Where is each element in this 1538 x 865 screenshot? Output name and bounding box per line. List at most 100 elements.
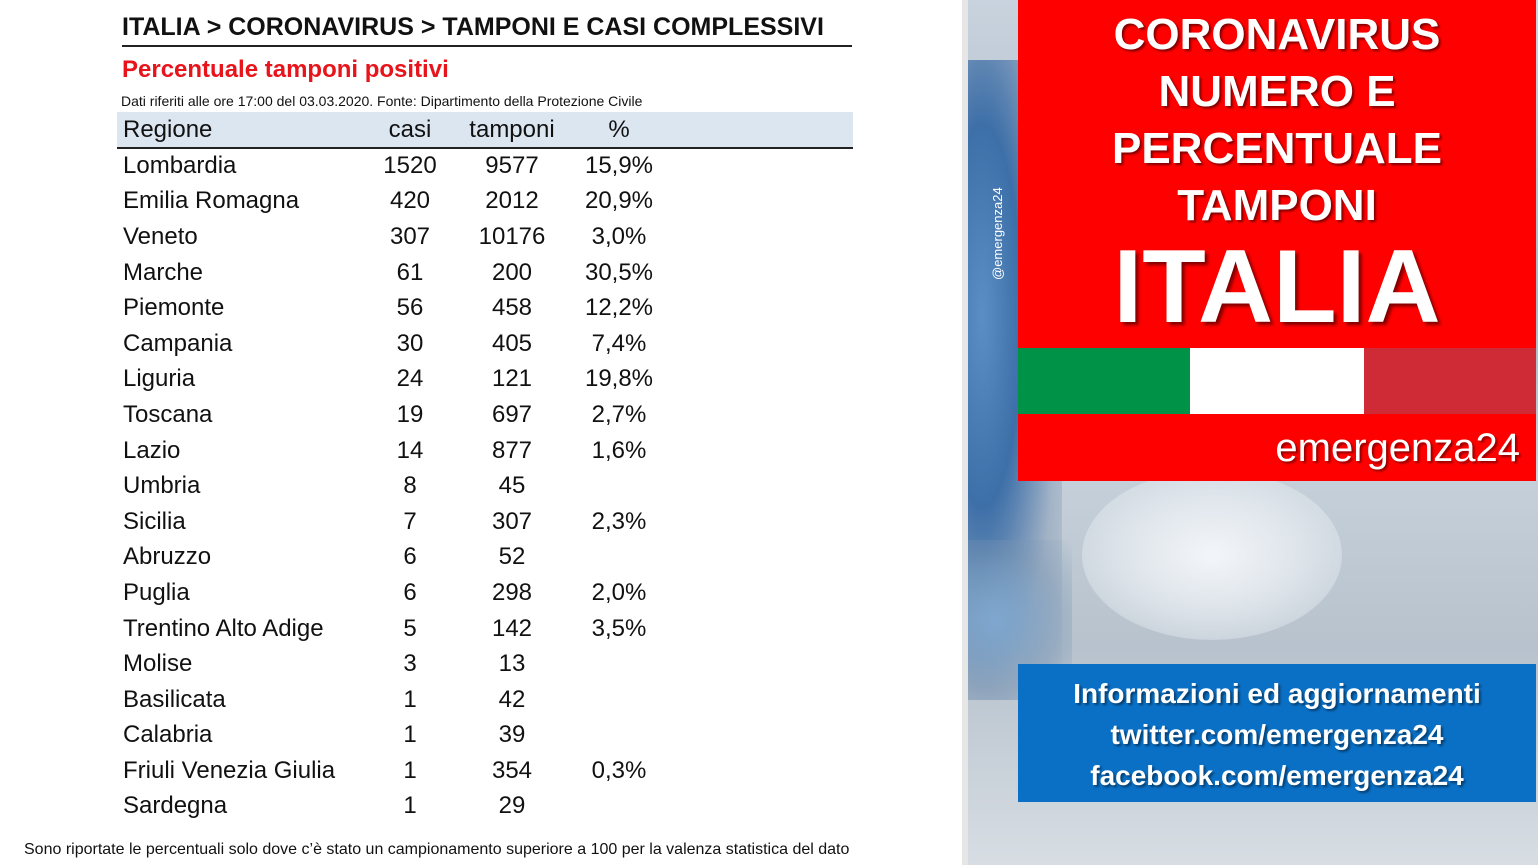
cell-casi: 6: [403, 578, 417, 606]
cell-regione: Sardegna: [123, 792, 228, 820]
header-casi: casi: [375, 112, 445, 149]
cell-regione: Marche: [123, 258, 204, 286]
cell-percent: 15,9%: [584, 152, 654, 180]
cell-spacer: [659, 255, 853, 291]
cell-casi: 61: [396, 258, 424, 286]
breadcrumb: ITALIA > CORONAVIRUS > TAMPONI E CASI CO…: [122, 13, 852, 47]
cell-spacer: [659, 753, 853, 789]
cell-tamponi: 10176: [478, 222, 546, 250]
cell-percent: [579, 682, 659, 718]
flag-red-stripe: [1364, 348, 1536, 414]
cell-tamponi: 13: [498, 650, 526, 678]
cell-tamponi: 42: [498, 685, 526, 713]
table-row: Friuli Venezia Giulia 1 354 0,3%: [117, 753, 853, 789]
cell-regione: Liguria: [123, 365, 196, 393]
cell-regione: Puglia: [123, 578, 190, 606]
cell-tamponi: 354: [491, 756, 533, 784]
info-box: Informazioni ed aggiornamenti twitter.co…: [1018, 664, 1536, 802]
cell-percent: [579, 718, 659, 754]
cell-regione: Calabria: [123, 721, 213, 749]
table-row: Trentino Alto Adige 5 142 3,5%: [117, 611, 853, 647]
cell-spacer: [659, 504, 853, 540]
cell-casi: 7: [403, 507, 417, 535]
cell-percent: 2,3%: [591, 507, 647, 535]
cell-percent: 0,3%: [591, 756, 647, 784]
cell-spacer: [659, 468, 853, 504]
cell-spacer: [659, 540, 853, 576]
regions-table: Regione casi tamponi % Lombardia 1520 9577…: [117, 112, 853, 824]
background-highlight: [1082, 470, 1342, 640]
cell-casi: 1: [403, 721, 417, 749]
cell-tamponi: 39: [498, 721, 526, 749]
table-row: Lazio 14 877 1,6%: [117, 433, 853, 469]
twitter-link[interactable]: twitter.com/emergenza24: [1110, 719, 1444, 750]
headline: CORONAVIRUS NUMERO E PERCENTUALE TAMPONI: [1018, 6, 1536, 234]
facebook-link[interactable]: facebook.com/emergenza24: [1090, 760, 1464, 791]
cell-casi: 8: [403, 472, 417, 500]
page-title: Percentuale tamponi positivi: [122, 56, 449, 83]
social-handle: @emergenza24: [990, 187, 1005, 281]
promo-panel: @emergenza24 CORONAVIRUS NUMERO E PERCEN…: [962, 0, 1538, 865]
info-line: Informazioni ed aggiornamenti: [1073, 678, 1481, 709]
cell-spacer: [659, 326, 853, 362]
cell-casi: 3: [403, 650, 417, 678]
cell-spacer: [659, 611, 853, 647]
cell-tamponi: 307: [491, 507, 533, 535]
cell-tamponi: 142: [491, 614, 533, 642]
cell-casi: 56: [396, 294, 424, 322]
flag-green-stripe: [1018, 348, 1190, 414]
table-row: Campania 30 405 7,4%: [117, 326, 853, 362]
cell-tamponi: 2012: [485, 187, 539, 215]
cell-spacer: [659, 148, 853, 184]
cell-regione: Trentino Alto Adige: [123, 614, 324, 642]
cell-regione: Veneto: [123, 222, 198, 250]
cell-casi: 5: [403, 614, 417, 642]
cell-casi: 1: [403, 685, 417, 713]
header-spacer: [659, 112, 853, 149]
cell-regione: Sicilia: [123, 507, 186, 535]
cell-spacer: [659, 575, 853, 611]
cell-percent: 12,2%: [584, 294, 654, 322]
table-row: Marche 61 200 30,5%: [117, 255, 853, 291]
cell-regione: Emilia Romagna: [123, 187, 300, 215]
cell-casi: 19: [396, 400, 424, 428]
data-document: ITALIA > CORONAVIRUS > TAMPONI E CASI CO…: [24, 13, 853, 858]
cell-percent: [579, 646, 659, 682]
cell-percent: 3,0%: [591, 222, 647, 250]
table-row: Calabria 1 39: [117, 718, 853, 754]
brand-name: emergenza24: [1275, 426, 1520, 470]
cell-percent: [579, 789, 659, 825]
cell-percent: 30,5%: [584, 258, 654, 286]
cell-tamponi: 877: [491, 436, 533, 464]
cell-spacer: [659, 718, 853, 754]
headline-line: NUMERO E: [1158, 67, 1396, 116]
cell-percent: [579, 468, 659, 504]
cell-tamponi: 29: [498, 792, 526, 820]
cell-tamponi: 697: [491, 400, 533, 428]
table-row: Lombardia 1520 9577 15,9%: [117, 148, 853, 184]
cell-spacer: [659, 646, 853, 682]
cell-casi: 30: [396, 329, 424, 357]
cell-spacer: [659, 682, 853, 718]
cell-spacer: [659, 789, 853, 825]
flag-white-stripe: [1190, 348, 1364, 414]
cell-tamponi: 45: [498, 472, 526, 500]
table-row: Toscana 19 697 2,7%: [117, 397, 853, 433]
cell-spacer: [659, 290, 853, 326]
table-row: Emilia Romagna 420 2012 20,9%: [117, 184, 853, 220]
cell-casi: 14: [396, 436, 424, 464]
cell-regione: Basilicata: [123, 685, 226, 713]
headline-line: CORONAVIRUS: [1113, 10, 1441, 59]
cell-regione: Lazio: [123, 436, 181, 464]
table-row: Puglia 6 298 2,0%: [117, 575, 853, 611]
cell-regione: Molise: [123, 650, 193, 678]
cell-spacer: [659, 362, 853, 398]
cell-percent: 7,4%: [591, 329, 647, 357]
headline-box: CORONAVIRUS NUMERO E PERCENTUALE TAMPONI…: [1018, 0, 1536, 348]
cell-spacer: [659, 219, 853, 255]
cell-casi: 420: [389, 187, 431, 215]
cell-spacer: [659, 397, 853, 433]
footnote: Sono riportate le percentuali solo dove …: [24, 841, 850, 858]
panel-divider: [962, 0, 968, 865]
country-title: ITALIA: [1113, 229, 1441, 345]
